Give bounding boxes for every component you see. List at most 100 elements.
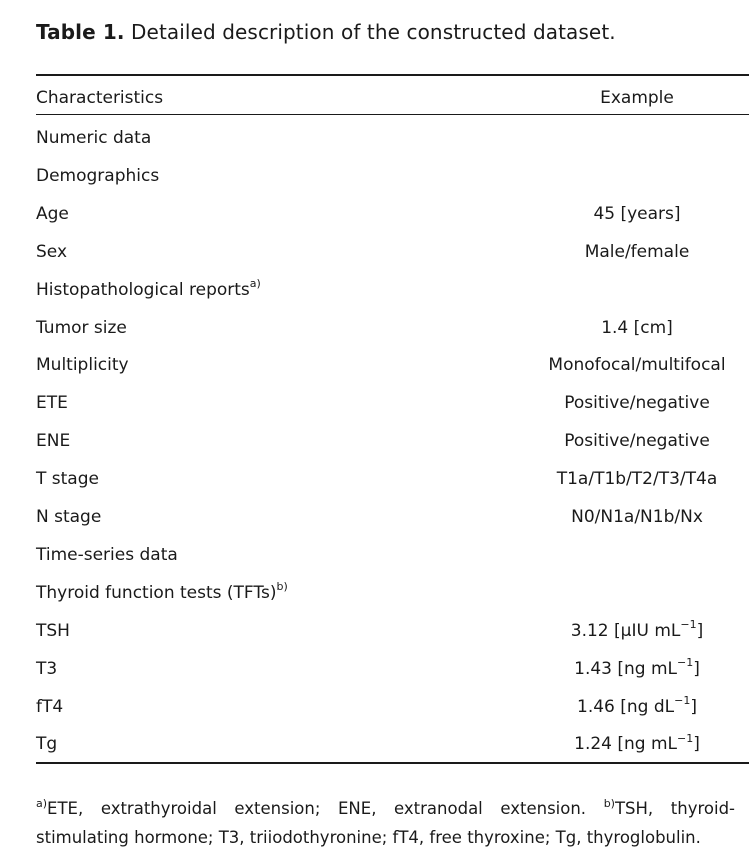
row-characteristic-text: T3 (36, 658, 58, 679)
row-example: 3.12 [μIU mL−1] (496, 612, 755, 650)
row-characteristic-text: Multiplicity (36, 355, 129, 376)
table-caption: Table 1. Detailed description of the con… (36, 18, 616, 46)
table-row: T stage T1a/T1b/T2/T3/T4a (36, 460, 749, 498)
row-example-text: Positive/negative (564, 393, 710, 414)
table-row: Multiplicity Monofocal/multifocal (36, 346, 749, 384)
row-example-text: T1a/T1b/T2/T3/T4a (556, 469, 718, 490)
row-example: 1.24 [ng mL−1] (496, 725, 755, 763)
table-row: ETE Positive/negative (36, 384, 749, 422)
table-row: Time-series data (36, 536, 749, 574)
table-row: TSH 3.12 [μIU mL−1] (36, 612, 749, 650)
row-characteristic: ENE (36, 422, 70, 460)
row-example-exponent: −1 (674, 693, 691, 707)
row-example-text: 1.24 [ng mL (574, 734, 678, 755)
row-characteristic: Sex (36, 233, 67, 271)
table-caption-label: Table 1. (36, 20, 125, 44)
table-row: Histopathological reportsa) (36, 271, 749, 309)
row-example: N0/N1a/N1b/Nx (496, 498, 755, 536)
header-example: Example (600, 88, 674, 108)
row-example-text: Monofocal/multifocal (548, 355, 726, 376)
row-characteristic-text: ENE (36, 431, 71, 452)
row-characteristic-text: T stage (36, 469, 99, 490)
table-header-rule (36, 114, 749, 115)
footnote-a-text: ETE, extrathyroidal extension; ENE, extr… (47, 799, 587, 818)
row-example: Positive/negative (496, 384, 755, 422)
row-characteristic: Thyroid function tests (TFTs)b) (36, 574, 288, 612)
table-row: Tumor size 1.4 [cm] (36, 309, 749, 347)
row-characteristic-text: Age (36, 203, 69, 224)
row-characteristic: T stage (36, 460, 99, 498)
table-row: Tg 1.24 [ng mL−1] (36, 725, 749, 763)
row-example-text: N0/N1a/N1b/Nx (571, 507, 703, 527)
row-characteristic-text: N stage (36, 507, 102, 527)
row-characteristic-text: ETE (36, 393, 68, 414)
row-example: T1a/T1b/T2/T3/T4a (496, 460, 755, 498)
row-example-end: ] (690, 696, 697, 717)
table-row: N stage N0/N1a/N1b/Nx (36, 498, 749, 536)
row-example-text: 1.43 [ng mL (574, 658, 678, 679)
row-characteristic: fT4 (36, 688, 63, 726)
row-characteristic-text: Histopathological reports (36, 279, 250, 300)
footnote-b-mark: b) (603, 796, 615, 810)
table-caption-text: Detailed description of the constructed … (131, 20, 616, 44)
row-example-text: Male/female (584, 241, 690, 262)
row-characteristic: Tg (36, 725, 57, 763)
table-row: ENE Positive/negative (36, 422, 749, 460)
row-characteristic: Time-series data (36, 536, 178, 574)
row-characteristic-text: Tumor size (36, 317, 127, 338)
row-example-exponent: −1 (677, 655, 694, 669)
row-characteristic: T3 (36, 650, 57, 688)
row-characteristic-text: Numeric data (36, 128, 152, 148)
table-header: Characteristics Example (36, 79, 749, 117)
row-example: Male/female (496, 233, 755, 271)
row-example-text: 45 [years] (593, 203, 681, 224)
table-bottom-rule (36, 762, 749, 764)
row-example: Positive/negative (496, 422, 755, 460)
row-example-end: ] (693, 658, 700, 679)
table-row: Numeric data (36, 119, 749, 157)
row-characteristic: TSH (36, 612, 70, 650)
row-example-end: ] (693, 734, 700, 755)
row-characteristic: Demographics (36, 157, 159, 195)
header-characteristics: Characteristics (36, 88, 164, 108)
row-example: 1.4 [cm] (496, 309, 755, 347)
table-row: Age 45 [years] (36, 195, 749, 233)
row-footnote-mark: b) (276, 580, 288, 594)
row-characteristic-text: Sex (36, 241, 68, 262)
row-example: 1.46 [ng dL−1] (496, 688, 755, 726)
row-footnote-mark: a) (249, 276, 261, 290)
row-example-text: Positive/negative (564, 431, 710, 452)
table-row: fT4 1.46 [ng dL−1] (36, 688, 749, 726)
row-example-exponent: −1 (680, 618, 697, 632)
row-characteristic: Age (36, 195, 69, 233)
footnote-b-text-2: stimulating hormone; T3, triiodothyronin… (36, 828, 701, 847)
table-footnote: a)ETE, extrathyroidal extension; ENE, ex… (36, 794, 735, 852)
row-characteristic: Histopathological reportsa) (36, 271, 261, 309)
row-characteristic-text: Tg (36, 734, 58, 755)
row-example: 45 [years] (496, 195, 755, 233)
row-characteristic: N stage (36, 498, 101, 536)
row-characteristic-text: Time-series data (36, 544, 178, 565)
row-example: 1.43 [ng mL−1] (496, 650, 755, 688)
row-example: Monofocal/multifocal (496, 346, 755, 384)
row-example-text: 1.4 [cm] (601, 317, 673, 338)
row-characteristic-text: Demographics (36, 165, 160, 186)
footnote-a-mark: a) (36, 796, 48, 810)
table-top-rule (36, 74, 749, 76)
row-example-text: 3.12 [μIU mL (570, 620, 681, 641)
row-characteristic-text: fT4 (36, 696, 64, 717)
table-row: Demographics (36, 157, 749, 195)
row-characteristic: Multiplicity (36, 346, 129, 384)
footnote-line-1: a)ETE, extrathyroidal extension; ENE, ex… (36, 794, 735, 823)
table-row: Sex Male/female (36, 233, 749, 271)
row-example-exponent: −1 (677, 731, 694, 745)
table-row: Thyroid function tests (TFTs)b) (36, 574, 749, 612)
row-characteristic: ETE (36, 384, 68, 422)
row-characteristic: Tumor size (36, 309, 127, 347)
table-row: T3 1.43 [ng mL−1] (36, 650, 749, 688)
row-example-text: 1.46 [ng dL (577, 696, 675, 717)
footnote-b-text-1: TSH, thyroid- (614, 799, 736, 818)
row-characteristic: Numeric data (36, 119, 151, 157)
row-characteristic-text: TSH (36, 620, 70, 641)
row-characteristic-text: Thyroid function tests (TFTs) (36, 582, 277, 603)
